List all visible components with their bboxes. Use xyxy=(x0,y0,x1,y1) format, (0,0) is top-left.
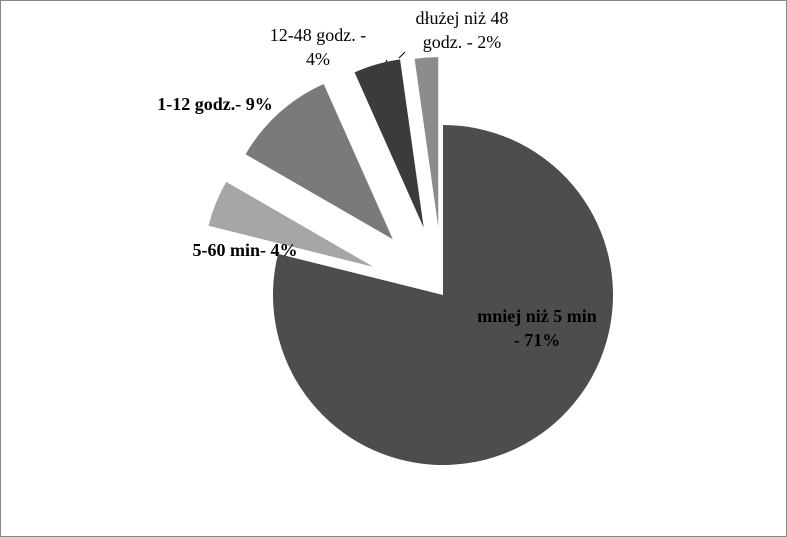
data-label: 5-60 min- 4% xyxy=(193,240,298,260)
data-label: - 71% xyxy=(514,330,561,350)
data-label: godz. - 2% xyxy=(423,32,501,52)
pie-slice xyxy=(208,181,374,267)
data-label: 4% xyxy=(306,49,330,69)
leader-line xyxy=(398,51,406,59)
pie-slice xyxy=(414,57,439,228)
data-label: 1-12 godz.- 9% xyxy=(157,94,273,114)
data-label: mniej niż 5 min xyxy=(477,306,597,326)
data-label: 12-48 godz. - xyxy=(270,25,366,45)
pie-slice xyxy=(272,125,613,466)
pie-slice xyxy=(354,59,424,228)
pie-slice xyxy=(245,83,393,240)
data-label: dłużej niż 48 xyxy=(416,8,509,28)
